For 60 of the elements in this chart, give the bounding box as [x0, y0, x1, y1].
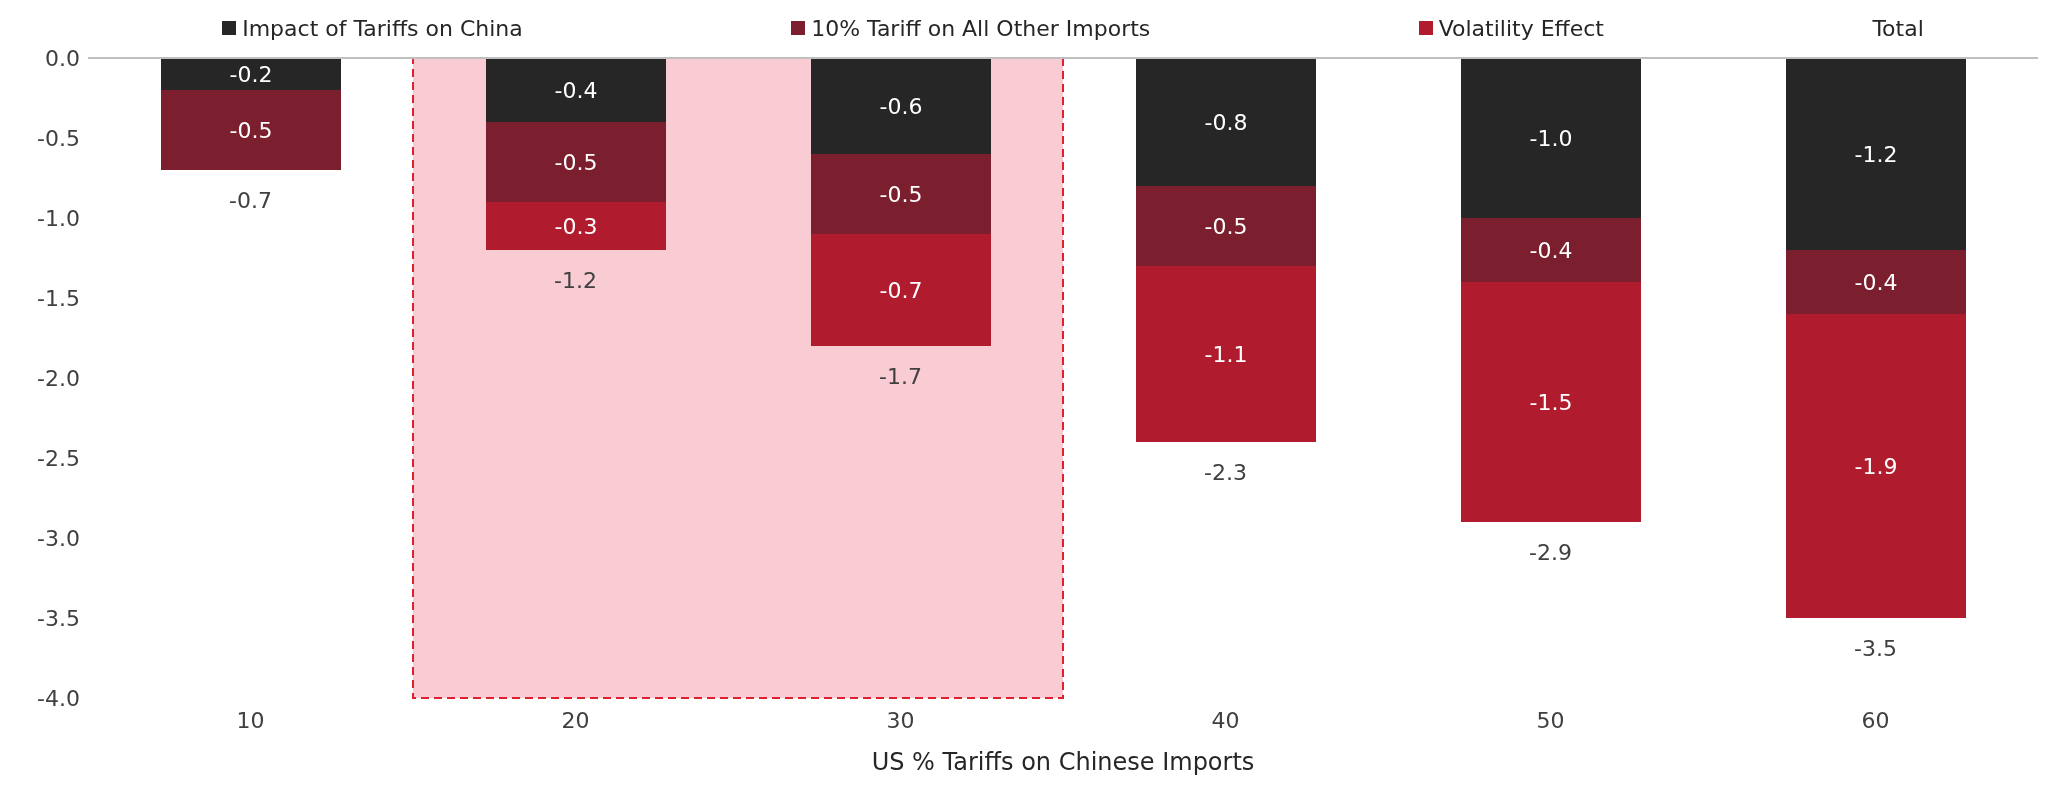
- y-tick-label: -4.0: [37, 685, 80, 711]
- x-tick-label: 20: [561, 707, 590, 733]
- data-label: -0.5: [879, 181, 923, 207]
- data-label: -1.2: [1854, 141, 1898, 167]
- data-label: -0.5: [554, 149, 598, 175]
- legend-label: Volatility Effect: [1438, 15, 1604, 41]
- data-label: -0.5: [1204, 213, 1248, 239]
- data-label: -0.4: [1854, 269, 1898, 295]
- x-axis-title: US % Tariffs on Chinese Imports: [871, 748, 1255, 776]
- y-tick-label: -3.5: [37, 605, 80, 631]
- total-label: -2.9: [1529, 539, 1572, 565]
- bar: [811, 154, 991, 234]
- data-label: -0.2: [229, 61, 273, 87]
- data-label: -0.5: [229, 117, 273, 143]
- bar: [1461, 282, 1641, 522]
- y-tick-label: -1.5: [37, 285, 80, 311]
- bar: [1786, 250, 1966, 314]
- y-tick-label: -0.5: [37, 125, 80, 151]
- bar: [1461, 218, 1641, 282]
- y-tick-label: -3.0: [37, 525, 80, 551]
- bar: [161, 58, 341, 90]
- y-tick-label: -2.0: [37, 365, 80, 391]
- legend-label: Impact of Tariffs on China: [242, 15, 523, 41]
- data-label: -0.3: [554, 213, 598, 239]
- bar: [1136, 266, 1316, 442]
- x-tick-label: 60: [1861, 707, 1890, 733]
- bar: [1136, 58, 1316, 186]
- legend-label: 10% Tariff on All Other Imports: [811, 15, 1151, 41]
- bar: [161, 90, 341, 170]
- data-label: -0.4: [554, 77, 598, 103]
- x-tick-label: 40: [1211, 707, 1240, 733]
- x-tick-label: 10: [236, 707, 265, 733]
- y-tick-label: -2.5: [37, 445, 80, 471]
- data-label: -1.0: [1529, 125, 1573, 151]
- bar: [1461, 58, 1641, 218]
- bar: [486, 58, 666, 122]
- bar: [486, 122, 666, 202]
- total-label: -1.7: [879, 363, 922, 389]
- data-label: -0.8: [1204, 109, 1248, 135]
- total-label: -2.3: [1204, 459, 1247, 485]
- x-tick-label: 30: [886, 707, 915, 733]
- x-tick-label: 50: [1536, 707, 1565, 733]
- data-label: -1.9: [1854, 453, 1898, 479]
- data-label: -1.1: [1204, 341, 1248, 367]
- data-label: -0.7: [879, 277, 923, 303]
- bar: [1786, 314, 1966, 618]
- total-label: -0.7: [229, 187, 272, 213]
- data-label: -0.4: [1529, 237, 1573, 263]
- y-tick-label: -1.0: [37, 205, 80, 231]
- data-label: -1.5: [1529, 389, 1573, 415]
- bar: [1786, 58, 1966, 250]
- bar: [486, 202, 666, 250]
- total-label: -1.2: [554, 267, 597, 293]
- data-label: -0.6: [879, 93, 923, 119]
- bar: [811, 234, 991, 346]
- y-tick-label: 0.0: [45, 45, 80, 71]
- text: Total: [1872, 15, 1924, 41]
- bar: [811, 58, 991, 154]
- bar: [1136, 186, 1316, 266]
- total-label: -3.5: [1854, 635, 1897, 661]
